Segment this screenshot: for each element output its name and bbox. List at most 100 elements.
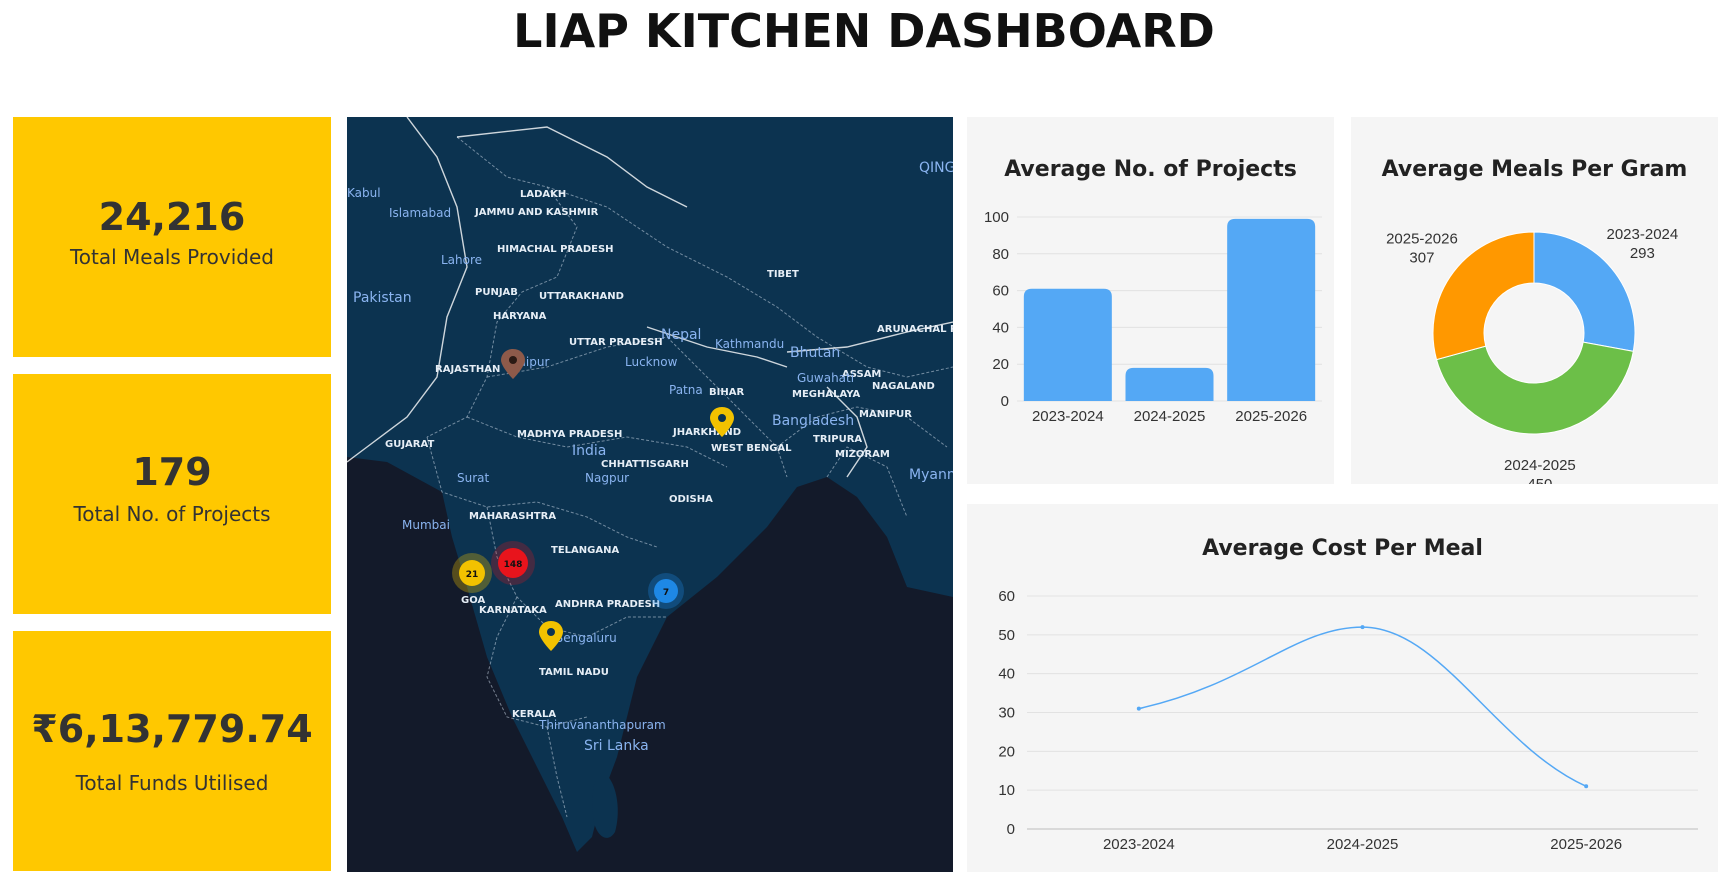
map-cluster-21[interactable]: 21 [452, 553, 492, 593]
map-pin-yellow-bengaluru[interactable] [539, 621, 563, 651]
svg-text:ARUNACHAL PRADESH: ARUNACHAL PRADESH [877, 324, 953, 335]
svg-text:MADHYA PRADESH: MADHYA PRADESH [517, 429, 622, 440]
page-title: LIAP KITCHEN DASHBOARD [513, 4, 1215, 58]
kpi-card-total-projects: 179 Total No. of Projects [13, 374, 331, 614]
line-point-2025-2026[interactable] [1584, 784, 1589, 789]
donut-label-category: 2025-2026 [1386, 230, 1458, 247]
line-y-tick-label: 20 [998, 743, 1015, 760]
map-canvas[interactable]: LADAKH JAMMU AND KASHMIR HIMACHAL PRADES… [347, 117, 953, 872]
svg-text:Guwahati: Guwahati [797, 371, 854, 385]
bar-x-tick-label: 2023-2024 [1032, 408, 1104, 425]
svg-text:ODISHA: ODISHA [669, 494, 713, 505]
svg-text:BIHAR: BIHAR [709, 387, 744, 398]
svg-text:MANIPUR: MANIPUR [859, 409, 912, 420]
svg-text:TIBET: TIBET [767, 269, 799, 280]
line-x-tick-label: 2024-2025 [1327, 836, 1399, 853]
svg-text:TAMIL NADU: TAMIL NADU [539, 667, 609, 678]
svg-text:GUJARAT: GUJARAT [385, 439, 434, 450]
donut-slice-2025-2026[interactable] [1432, 231, 1535, 361]
svg-text:Bhutan: Bhutan [790, 345, 840, 361]
svg-text:Sri Lanka: Sri Lanka [584, 738, 649, 754]
bar-y-tick-label: 40 [992, 319, 1009, 336]
kpi-label-total-meals: Total Meals Provided [69, 245, 275, 269]
svg-text:7: 7 [663, 588, 669, 598]
project-map[interactable]: LADAKH JAMMU AND KASHMIR HIMACHAL PRADES… [347, 117, 953, 872]
meals-gram-chart-title: Average Meals Per Gram [1381, 157, 1688, 182]
cost-line-chart: 0 10 20 30 40 50 60 2023-2024 2024-2025 2025-2026 [998, 588, 1698, 853]
svg-text:MEGHALAYA: MEGHALAYA [792, 389, 861, 400]
svg-text:JHARKHAND: JHARKHAND [672, 427, 741, 438]
svg-text:Myanmar (Burma): Myanmar (Burma) [909, 467, 953, 483]
donut-slice-2024-2025[interactable] [1435, 341, 1634, 435]
bar-2025-2026[interactable] [1227, 218, 1316, 401]
line-point-2024-2025[interactable] [1360, 625, 1365, 630]
svg-text:Mumbai: Mumbai [402, 518, 450, 532]
svg-text:GOA: GOA [461, 595, 485, 606]
meals-gram-chart-card: Average Meals Per Gram 2023-2024 293 2024-… [1351, 117, 1718, 484]
line-y-tick-label: 30 [998, 705, 1015, 722]
bar-y-tick-label: 20 [992, 356, 1009, 373]
projects-chart-title: Average No. of Projects [1004, 157, 1297, 182]
kpi-value-total-funds: ₹6,13,779.74 [31, 707, 313, 751]
svg-text:UTTAR PRADESH: UTTAR PRADESH [569, 337, 663, 348]
line-y-tick-label: 0 [1007, 821, 1015, 838]
map-ocean-shape [347, 457, 953, 872]
map-pin-brown[interactable] [501, 349, 525, 379]
svg-text:Patna: Patna [669, 383, 703, 397]
map-country-borders [347, 117, 953, 478]
bar-y-tick-label: 80 [992, 246, 1009, 263]
donut-slice-label: 2025-2026 307 [1386, 230, 1458, 266]
cost-chart-card: Average Cost Per Meal 0 10 20 30 40 50 60 2023-… [967, 504, 1718, 872]
line-point-2023-2024[interactable] [1136, 706, 1141, 711]
map-cluster-7[interactable]: 7 [648, 573, 684, 609]
svg-text:Surat: Surat [457, 471, 490, 485]
bar-y-tick-label: 60 [992, 283, 1009, 300]
projects-bar-chart: 0 20 40 60 80 100 2023-2024 2024-2025 2025-2026 [984, 209, 1322, 425]
svg-text:Thiruvananthapuram: Thiruvananthapuram [538, 718, 666, 732]
bar-2023-2024[interactable] [1023, 288, 1112, 401]
svg-text:JAMMU AND KASHMIR: JAMMU AND KASHMIR [474, 207, 599, 218]
svg-text:TRIPURA: TRIPURA [813, 434, 862, 445]
svg-text:Bangladesh: Bangladesh [772, 413, 854, 429]
svg-text:RAJASTHAN: RAJASTHAN [435, 364, 500, 375]
line-x-tick-label: 2025-2026 [1550, 836, 1622, 853]
bar-2024-2025[interactable] [1125, 367, 1214, 401]
svg-text:MIZORAM: MIZORAM [835, 449, 890, 460]
kpi-value-total-meals: 24,216 [98, 195, 246, 239]
svg-text:Nagpur: Nagpur [585, 471, 629, 485]
bar-y-tick-label: 100 [984, 209, 1009, 226]
bar-y-tick-label: 0 [1001, 393, 1009, 410]
meals-gram-donut-chart: 2023-2024 293 2024-2025 450 2025-2026 307 [1386, 226, 1678, 484]
svg-text:Lucknow: Lucknow [625, 355, 678, 369]
svg-text:Kathmandu: Kathmandu [715, 337, 784, 351]
map-country-labels: Pakistan Nepal Bhutan India Bangladesh S… [353, 160, 953, 754]
map-borders [426, 136, 953, 818]
map-cluster-148[interactable]: 148 [491, 541, 535, 585]
bar-x-tick-label: 2024-2025 [1134, 408, 1206, 425]
kpi-card-total-meals: 24,216 Total Meals Provided [13, 117, 331, 357]
svg-text:India: India [572, 443, 606, 459]
svg-text:Nepal: Nepal [661, 327, 701, 343]
line-y-tick-label: 60 [998, 588, 1015, 605]
donut-slice-2023-2024[interactable] [1533, 231, 1636, 352]
kpi-card-total-funds: ₹6,13,779.74 Total Funds Utilised [13, 631, 331, 871]
svg-text:CHHATTISGARH: CHHATTISGARH [601, 459, 689, 470]
map-pin-yellow-jharkhand[interactable] [710, 407, 734, 437]
donut-label-value: 450 [1527, 476, 1552, 484]
line-y-tick-label: 40 [998, 666, 1015, 683]
kpi-label-total-funds: Total Funds Utilised [75, 771, 269, 795]
svg-text:WEST BENGAL: WEST BENGAL [711, 443, 792, 454]
svg-text:LADAKH: LADAKH [520, 189, 566, 200]
svg-text:ASSAM: ASSAM [842, 369, 881, 380]
svg-text:148: 148 [504, 560, 523, 570]
svg-text:Lahore: Lahore [441, 253, 482, 267]
svg-text:KARNATAKA: KARNATAKA [479, 605, 547, 616]
line-x-tick-label: 2023-2024 [1103, 836, 1175, 853]
line-y-tick-label: 50 [998, 627, 1015, 644]
svg-text:Pakistan: Pakistan [353, 290, 412, 306]
svg-text:UTTARAKHAND: UTTARAKHAND [539, 291, 624, 302]
svg-text:NAGALAND: NAGALAND [872, 381, 935, 392]
cost-line-series [1138, 626, 1587, 787]
svg-text:PUNJAB: PUNJAB [475, 287, 518, 298]
svg-text:Bengaluru: Bengaluru [555, 631, 617, 645]
